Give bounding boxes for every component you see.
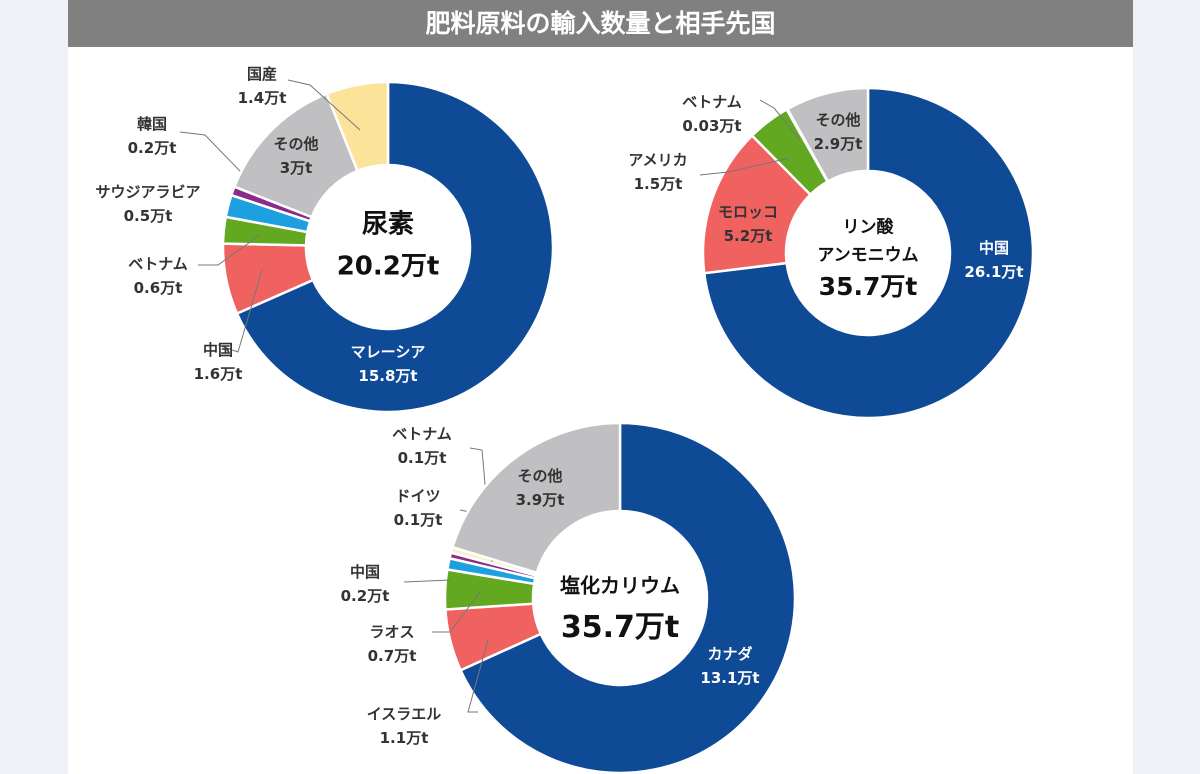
slice-value: 2.9万t — [813, 135, 863, 153]
slice-value: 0.7万t — [367, 647, 417, 665]
slice-モロッコ — [701, 133, 813, 275]
slice-name: 中国 — [349, 563, 380, 581]
slice-value: 3万t — [279, 159, 313, 177]
slice-value: 0.03万t — [682, 117, 742, 135]
leader-line — [432, 591, 481, 633]
slice-name: イスラエル — [366, 705, 442, 723]
slice-value: 0.1万t — [393, 511, 443, 529]
slice-label: 中国 1.6万t — [194, 338, 243, 386]
slice-value: 0.2万t — [127, 139, 177, 157]
page-title: 肥料原料の輸入数量と相手先国 — [68, 0, 1133, 47]
slice-name: ドイツ — [395, 487, 441, 505]
slice-カナダ — [458, 421, 797, 774]
slice-value: 0.2万t — [340, 587, 390, 605]
slice-value: 1.5万t — [633, 175, 683, 193]
slice-label: その他 2.9万t — [814, 108, 863, 156]
slice-value: 0.6万t — [133, 279, 183, 297]
slice-label: その他 3万t — [273, 132, 318, 180]
slice-label: その他 3.9万t — [516, 464, 565, 512]
leader-line — [217, 269, 263, 353]
slice-value: 26.1万t — [964, 263, 1024, 281]
leader-line — [287, 79, 361, 131]
slice-label: ベトナム 0.6万t — [128, 252, 188, 300]
slice-name: モロッコ — [717, 203, 779, 221]
slice-label: 中国 0.2万t — [341, 560, 390, 608]
slice-name: 中国 — [202, 341, 233, 359]
slice-label: サウジアラビア 0.5万t — [95, 180, 200, 228]
slice-value: 13.1万t — [700, 669, 760, 687]
slice-name: 国産 — [246, 65, 277, 83]
slice-label: 韓国 0.2万t — [128, 112, 177, 160]
leader-line — [198, 234, 261, 266]
slice-マレーシア — [235, 80, 555, 414]
slice-label: モロッコ 5.2万t — [718, 200, 778, 248]
slice-label: 中国 26.1万t — [964, 236, 1023, 284]
slice-value: 5.2万t — [723, 227, 773, 245]
slice-name: その他 — [815, 111, 861, 129]
slice-label: ドイツ 0.1万t — [394, 484, 443, 532]
leader-line — [403, 579, 451, 583]
leader-line — [467, 639, 489, 713]
center-title: 塩化カリウム — [560, 573, 680, 598]
slice-中国 — [702, 86, 1035, 420]
slice-name: アメリカ — [628, 151, 688, 169]
slice-国産 — [325, 80, 390, 173]
center-title: 尿素 — [361, 209, 415, 240]
slice-value: 3.9万t — [515, 491, 565, 509]
slice-その他 — [450, 421, 622, 575]
center-title: アンモニウム — [817, 245, 919, 266]
slice-その他 — [785, 86, 870, 184]
slice-label: イスラエル 1.1万t — [367, 702, 442, 750]
leader-line — [699, 157, 791, 176]
center-total: 20.2万t — [336, 251, 440, 282]
slice-value: 1.6万t — [193, 365, 243, 383]
slice-name: ラオス — [369, 623, 415, 641]
slice-name: 韓国 — [136, 115, 167, 133]
slice-value: 0.5万t — [123, 207, 173, 225]
slice-value: 15.8万t — [358, 367, 418, 385]
slice-value: 1.1万t — [379, 729, 429, 747]
slice-value: 1.4万t — [237, 89, 287, 107]
slice-name: ベトナム — [682, 93, 742, 111]
slice-name: ベトナム — [128, 255, 188, 273]
slice-label: マレーシア 15.8万t — [351, 340, 426, 388]
slice-label: ベトナム 0.03万t — [682, 90, 742, 138]
slice-label: アメリカ 1.5万t — [628, 148, 687, 196]
leader-line — [759, 99, 801, 141]
center-total: 35.7万t — [818, 272, 918, 301]
slice-name: その他 — [517, 467, 563, 485]
slice-name: その他 — [273, 135, 319, 153]
slice-name: サウジアラビア — [95, 183, 201, 201]
slice-label: カナダ 13.1万t — [700, 642, 759, 690]
center-title: リン酸 — [842, 217, 894, 238]
slice-name: ベトナム — [392, 425, 452, 443]
center-total: 35.7万t — [560, 610, 680, 645]
slice-name: マレーシア — [350, 343, 426, 361]
slice-label: ラオス 0.7万t — [368, 620, 417, 668]
slice-label: 国産 1.4万t — [238, 62, 287, 110]
slice-name: 中国 — [978, 239, 1009, 257]
slice-name: カナダ — [707, 645, 753, 663]
slice-label: ベトナム 0.1万t — [392, 422, 452, 470]
slice-value: 0.1万t — [397, 449, 447, 467]
